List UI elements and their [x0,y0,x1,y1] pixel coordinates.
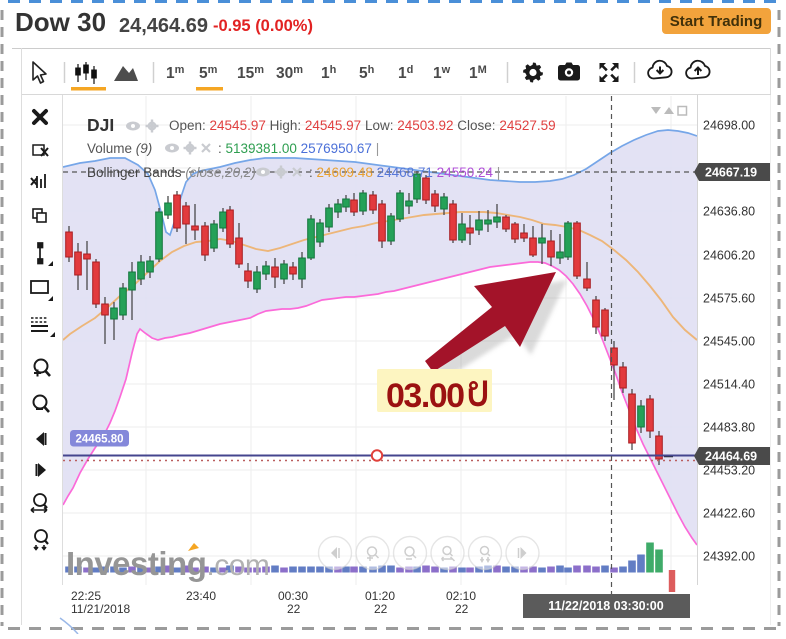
svg-text:24483.80: 24483.80 [703,421,755,435]
svg-text:24514.40: 24514.40 [703,378,755,392]
svg-text:24,464.69: 24,464.69 [119,15,208,37]
svg-text:Volume (9): Volume (9) [87,141,152,156]
svg-text:22: 22 [287,602,301,616]
svg-text:24606.20: 24606.20 [703,249,755,263]
svg-text:22: 22 [455,602,469,616]
svg-text:24698.00: 24698.00 [703,119,755,133]
svg-text:24422.60: 24422.60 [703,507,755,521]
svg-text:DJI: DJI [87,115,114,135]
svg-text:Investing.com: Investing.com [66,545,269,582]
svg-text:Bollinger Bands (close,20,2): Bollinger Bands (close,20,2) [87,165,256,180]
svg-text:23:40: 23:40 [186,589,216,603]
svg-text:24465.80: 24465.80 [76,434,124,446]
svg-text:Dow 30: Dow 30 [15,7,106,37]
svg-text:24575.60: 24575.60 [703,292,755,306]
svg-text:03.00: 03.00 [386,377,464,415]
svg-text:: 5139381.00 2576950.67 |: : 5139381.00 2576950.67 | [218,141,379,156]
svg-text:01:20: 01:20 [365,589,395,603]
svg-text:00:30: 00:30 [278,589,308,603]
svg-text:11/21/2018: 11/21/2018 [71,602,130,616]
svg-text:-0.95 (0.00%): -0.95 (0.00%) [213,17,313,35]
svg-text:22:25: 22:25 [71,589,101,603]
svg-text:24667.19: 24667.19 [705,166,757,180]
svg-text:24636.80: 24636.80 [703,205,755,219]
svg-text:22: 22 [374,602,388,616]
svg-text:24464.69: 24464.69 [705,450,757,464]
svg-text:24392.00: 24392.00 [703,550,755,564]
svg-text:Start Trading: Start Trading [670,13,763,30]
svg-text:02:10: 02:10 [446,589,476,603]
svg-text:11/22/2018 03:30:00: 11/22/2018 03:30:00 [548,599,663,613]
svg-text:24453.20: 24453.20 [703,464,755,478]
svg-text:Open: 24545.97 High: 24545.97: Open: 24545.97 High: 24545.97 Low: 24503… [169,118,556,133]
svg-text:: 24609.48 24468.71 24550.24 |: : 24609.48 24468.71 24550.24 | [309,165,500,180]
svg-text:24545.00: 24545.00 [703,335,755,349]
